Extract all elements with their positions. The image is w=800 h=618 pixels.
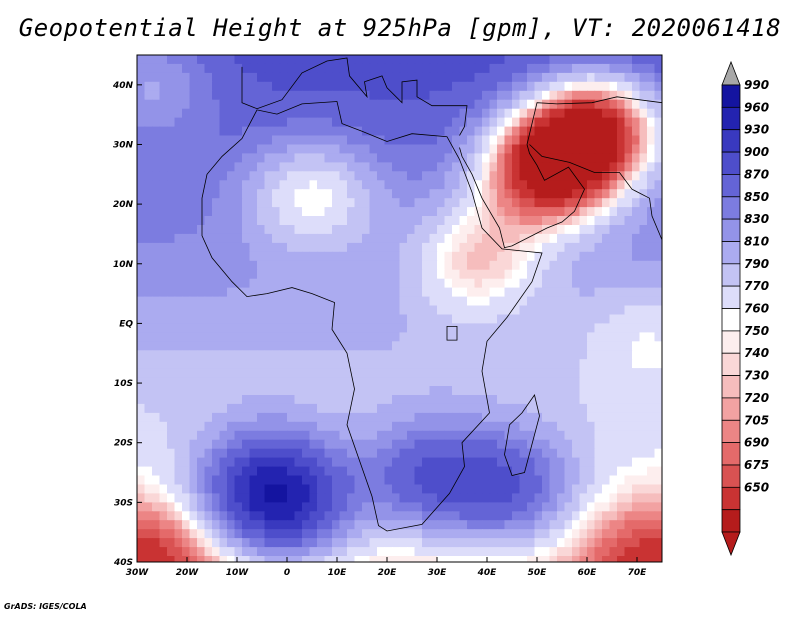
colorbar-swatch	[721, 308, 741, 332]
colorbar-swatch	[721, 375, 741, 399]
colorbar-label: 690	[744, 436, 769, 450]
lon-tick-label: 40E	[477, 568, 498, 578]
lon-tick-label: 0	[284, 568, 290, 578]
colorbar-swatch	[721, 464, 741, 488]
colorbar-label: 650	[744, 480, 769, 494]
colorbar-swatch	[721, 173, 741, 198]
grads-credit: GrADS: IGES/COLA	[4, 602, 87, 611]
colorbar-swatch	[721, 419, 741, 444]
iran-coastline	[529, 144, 662, 241]
longitude-axis: 30W 20W 10W 0 10E 20E 30E 40E 50E 60E 70E	[126, 557, 647, 578]
lon-tick-label: 70E	[628, 568, 648, 578]
mediterranean-coastline	[241, 57, 468, 136]
lon-tick-label: 10W	[226, 568, 250, 578]
colorbar-swatch	[721, 352, 741, 377]
colorbar-swatch	[721, 196, 741, 220]
height-field	[137, 55, 662, 562]
colorbar-swatch	[721, 241, 741, 265]
colorbar-label: 810	[744, 235, 769, 249]
colorbar-swatch	[721, 218, 741, 242]
colorbar-label: 740	[744, 346, 769, 360]
lat-tick-label: 10N	[113, 260, 134, 270]
lon-tick-label: 10E	[328, 568, 348, 578]
arabia-coastline	[459, 144, 585, 249]
colorbar-swatch	[721, 509, 741, 533]
colorbar-label: 720	[744, 391, 769, 405]
colorbar-over-arrow	[721, 60, 741, 86]
lon-tick-label: 60E	[578, 568, 598, 578]
colorbar-under-arrow	[721, 531, 741, 557]
colorbar: 990 960 930 900 870 850 830 810 790 770 760 750 740 7…	[721, 60, 769, 557]
lat-tick-label: 40S	[113, 558, 133, 568]
lat-tick-label: 30S	[114, 498, 133, 508]
colorbar-label: 830	[744, 212, 769, 226]
colorbar-swatch	[721, 263, 741, 287]
colorbar-label: 930	[744, 123, 769, 137]
lake-victoria-outline	[446, 326, 458, 341]
lat-tick-label: 20S	[114, 439, 133, 449]
map-frame	[136, 54, 663, 563]
colorbar-label: 990	[744, 78, 769, 92]
colorbar-swatch	[721, 442, 741, 466]
africa-coastline	[201, 101, 543, 532]
lon-tick-label: 30E	[428, 568, 448, 578]
colorbar-swatch	[721, 285, 741, 309]
colorbar-label: 705	[744, 413, 769, 427]
latitude-axis: 40N 30N 20N 10N EQ 10S 20S 30S 40S	[112, 81, 142, 568]
colorbar-label: 790	[744, 257, 769, 271]
colorbar-label: 900	[744, 145, 769, 159]
lon-tick-label: 30W	[126, 568, 150, 578]
colorbar-label: 960	[744, 100, 769, 114]
colorbar-label: 750	[744, 324, 769, 338]
colorbar-label: 870	[744, 167, 769, 181]
colorbar-swatch	[721, 397, 741, 421]
caspian-coast	[526, 96, 662, 145]
colorbar-label: 770	[744, 279, 769, 293]
colorbar-swatch	[721, 84, 741, 108]
colorbar-swatch	[721, 129, 741, 153]
lat-tick-label: EQ	[119, 319, 133, 329]
lat-tick-label: 40N	[112, 81, 134, 91]
lon-tick-label: 20W	[176, 568, 200, 578]
lat-tick-label: 30N	[113, 140, 134, 150]
madagascar-coastline	[504, 394, 540, 476]
colorbar-label: 850	[744, 190, 769, 204]
lat-tick-label: 10S	[114, 379, 133, 389]
lon-tick-label: 20E	[378, 568, 398, 578]
colorbar-label: 760	[744, 302, 769, 316]
colorbar-label: 675	[744, 458, 769, 472]
colorbar-label: 730	[744, 369, 769, 383]
lon-tick-label: 50E	[528, 568, 548, 578]
lat-tick-label: 20N	[113, 200, 134, 210]
colorbar-swatch	[721, 151, 741, 175]
colorbar-swatch	[721, 330, 741, 354]
chart-title: Geopotential Height at 925hPa [gpm], VT:…	[18, 14, 782, 42]
colorbar-swatch	[721, 486, 741, 511]
coastlines	[201, 57, 662, 532]
colorbar-swatch	[721, 106, 741, 131]
